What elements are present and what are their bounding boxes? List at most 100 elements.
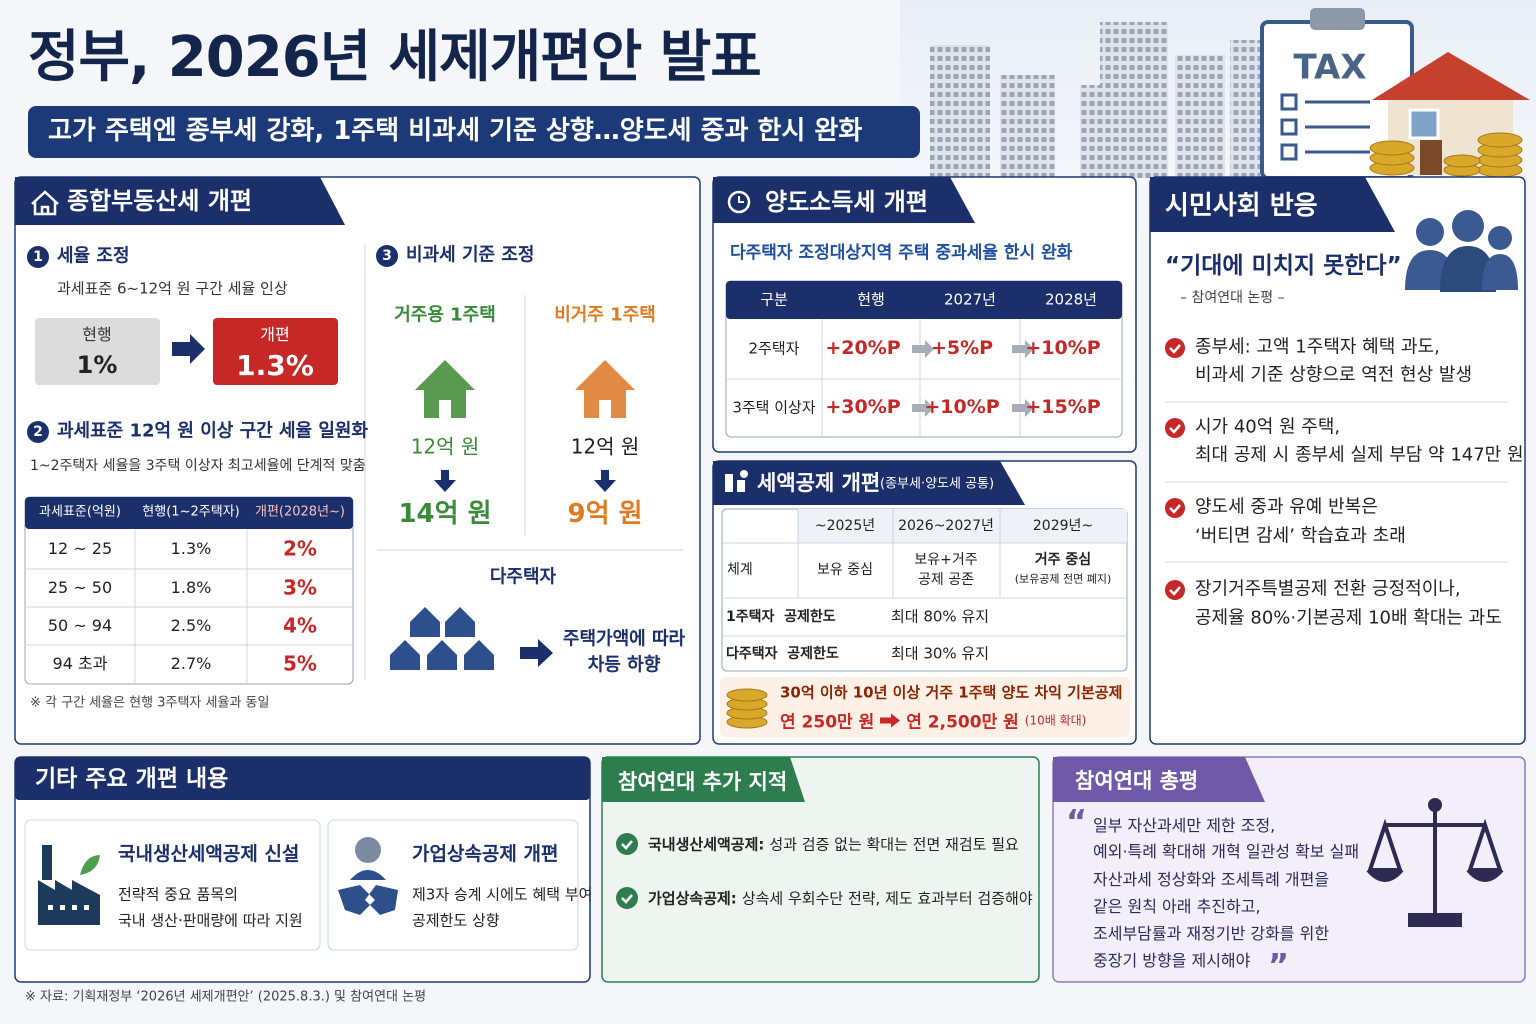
- panels-rect: [1052, 756, 1526, 983]
- step-desc: 1~2주택자 세율을 3주택 이상자 최고세율에 단계적 맞춤: [30, 457, 366, 474]
- civic-decor-circle: [1488, 226, 1512, 250]
- civic-checks-circle: [1165, 418, 1185, 438]
- summary-line: 예외·특례 확대해 개혁 일관성 확보 실패: [1093, 841, 1360, 861]
- table-header: 2027년: [944, 290, 996, 309]
- step-heading: 비과세 기준 조정: [406, 244, 535, 266]
- step-number: 2: [33, 423, 43, 440]
- capital-decor-g: [726, 319, 1122, 437]
- civic-decor: [1405, 210, 1518, 292]
- property-decor-rect: [25, 497, 353, 529]
- capital-decor-path: [738, 196, 744, 203]
- panel-title: 참여연대 총평: [1075, 768, 1199, 793]
- table-cell: 보유+거주: [914, 551, 978, 568]
- header-image-polygon: [1372, 52, 1530, 100]
- deduction-decor-rect: [725, 474, 733, 492]
- civic-checks-circle: [1165, 338, 1185, 358]
- row-label: 체계: [727, 561, 753, 578]
- table-cell: +10%P: [924, 396, 1000, 419]
- civic-decor-path: [1482, 254, 1518, 290]
- civic-decor-path: [1440, 246, 1496, 292]
- scales-icon-path: [1366, 868, 1504, 882]
- rate-label: 현행: [82, 324, 112, 344]
- table-header: 2029년~: [1032, 517, 1094, 534]
- table-header: 과세표준(억원): [39, 504, 121, 520]
- deduction-decor-g-ellipse: [726, 688, 768, 702]
- row-label: 다주택자 공제한도: [726, 645, 839, 662]
- before-value: 12억 원: [410, 434, 480, 459]
- header-image-rect: [1408, 108, 1440, 140]
- property-decor-g-path: [410, 607, 440, 637]
- extra-decor-g: [621, 840, 633, 904]
- reaction-line: 최대 공제 시 종부세 실제 부담 약 147만 원: [1195, 444, 1524, 466]
- other-decor-path: [338, 885, 398, 915]
- other-decor-rect: [327, 819, 579, 951]
- image-label: TAX: [1293, 47, 1367, 88]
- table-cell: 4%: [283, 613, 317, 638]
- table-cell: 2주택자: [748, 339, 800, 358]
- card-title: 국내생산세액공제 신설: [118, 843, 300, 866]
- card-line: 제3자 승계 시에도 혜택 부여: [412, 885, 593, 904]
- scales-icon: [1366, 798, 1504, 927]
- panels-polygon: [602, 757, 805, 802]
- civic-checks-g-path: [1169, 586, 1181, 596]
- deduction-decor-g: [726, 688, 768, 729]
- header-image-rect: [930, 45, 990, 178]
- table-header: 2028년: [1045, 290, 1097, 309]
- table-cell: 2.7%: [170, 653, 212, 673]
- summary-line: 자산과세 정상화와 조세특례 개편을: [1093, 869, 1330, 889]
- rate-value: 1%: [76, 351, 118, 380]
- step-number: 3: [382, 247, 392, 264]
- table-cell: 3%: [283, 575, 317, 600]
- panels-rect: [601, 756, 1040, 983]
- table-cell: 공제 공존: [918, 571, 974, 588]
- point: 가업상속공제: 상속세 우회수단 전략, 제도 효과부터 검증해야: [648, 888, 1033, 909]
- table-header: 현행(1~2주택자): [142, 504, 240, 520]
- table-cell: 1.3%: [170, 538, 212, 558]
- header-image-rect: [1230, 40, 1260, 178]
- reaction-line: ‘버티면 감세’ 학습효과 초래: [1195, 525, 1406, 547]
- property-decor: [24, 190, 683, 685]
- property-decor-g-path: [464, 640, 494, 670]
- point-label: 가업상속공제:: [648, 889, 737, 908]
- panel-title: 세액공제 개편: [757, 470, 881, 495]
- property-decor-circle: [27, 421, 49, 443]
- point: 국내생산세액공제: 성과 검증 없는 확대는 전면 재검토 필요: [648, 834, 1019, 855]
- quote-mark: ”: [1268, 946, 1290, 985]
- table-header: 2026~2027년: [898, 517, 994, 534]
- point-label: 국내생산세액공제:: [648, 835, 765, 854]
- property-decor-path: [575, 360, 635, 418]
- panel-title: 기타 주요 개편 내용: [35, 765, 229, 792]
- basic-condition: 30억 이하 10년 이상 거주 1주택 양도 차익 기본공제: [780, 683, 1123, 702]
- table-cell: +30%P: [825, 396, 901, 419]
- panels-rect: [15, 757, 590, 800]
- step-desc: 과세표준 6~12억 원 구간 세율 인상: [57, 279, 288, 298]
- table-cell: 보유 중심: [817, 561, 873, 578]
- card-title: 가업상속공제 개편: [412, 843, 559, 866]
- header-image: [900, 0, 1536, 180]
- table-cell: 최대 30% 유지: [890, 644, 990, 663]
- capital-decor-g: [912, 340, 1034, 417]
- subtitle: 고가 주택엔 종부세 강화, 1주택 비과세 기준 상향…양도세 중과 한시 완…: [48, 116, 863, 147]
- table-cell: (보유공제 전면 폐지): [1014, 572, 1112, 586]
- capital-decor-g-polygon: [912, 399, 934, 417]
- property-decor-path: [415, 360, 475, 418]
- rate-label: 개편: [260, 324, 290, 344]
- panels-polygon: [713, 177, 975, 223]
- note: ※ 각 구간 세율은 현행 3주택자 세율과 동일: [30, 695, 270, 711]
- point-text: 성과 검증 없는 확대는 전면 재검토 필요: [769, 835, 1019, 854]
- table-cell: 2.5%: [170, 615, 212, 635]
- reaction-line: 비과세 기준 상향으로 역전 현상 발생: [1195, 364, 1473, 386]
- point-text: 상속세 우회수단 전략, 제도 효과부터 검증해야: [741, 889, 1033, 908]
- other-decor-path: [80, 855, 100, 875]
- other-decor-circle: [355, 837, 381, 863]
- title: 정부, 2026년 세제개편안 발표: [28, 24, 762, 90]
- card-line: 국내 생산·판매량에 따라 지원: [118, 911, 303, 930]
- deduction-decor-rect: [737, 480, 745, 492]
- table-cell: 50 ~ 94: [47, 615, 113, 635]
- header-image-rect: [1310, 8, 1365, 30]
- panel-title: 참여연대 추가 지적: [618, 769, 788, 794]
- property-decor-circle: [27, 246, 49, 268]
- capital-decor-g-polygon: [1012, 399, 1034, 417]
